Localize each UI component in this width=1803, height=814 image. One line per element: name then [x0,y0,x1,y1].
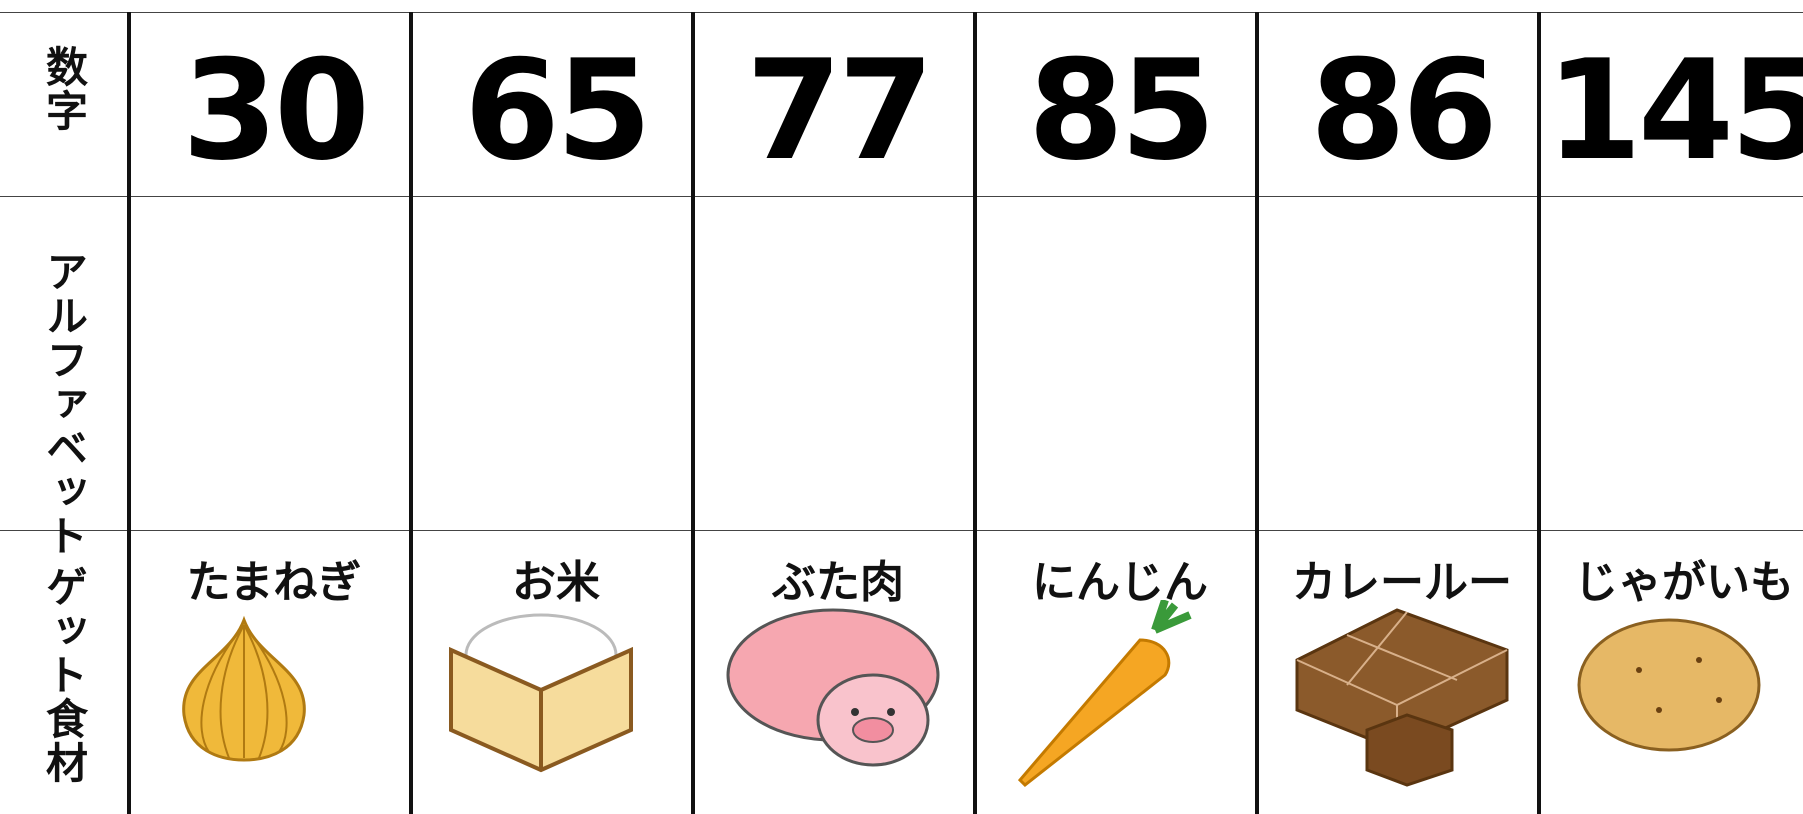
row-header: アルファベット [39,250,89,558]
border [0,12,1803,13]
food-illustration [441,600,641,784]
number: 30 [181,30,370,191]
number: 77 [745,30,934,191]
food-name: お米 [512,557,600,608]
border [0,196,1803,197]
food-name: にんじん [1032,557,1208,608]
food-illustration [1005,598,1205,794]
food-illustration [1287,600,1517,794]
column-border [691,12,695,814]
number: 85 [1027,30,1216,191]
food-name: じゃがいも [1574,557,1794,608]
food-illustration [723,600,953,774]
number: 86 [1309,30,1498,191]
column-border [409,12,413,814]
column-border [127,12,131,814]
number: 145 [1545,30,1803,191]
row-header: 数字 [39,45,89,133]
column-border [1537,12,1541,814]
food-illustration [1569,600,1769,764]
number: 65 [463,30,652,191]
food-name: カレールー [1292,557,1512,608]
row-header: ゲット食材 [39,565,89,785]
food-illustration [159,600,329,774]
food-name: たまねぎ [186,557,362,608]
column-border [1255,12,1259,814]
column-border [973,12,977,814]
border [0,530,1803,531]
food-name: ぶた肉 [772,557,904,608]
